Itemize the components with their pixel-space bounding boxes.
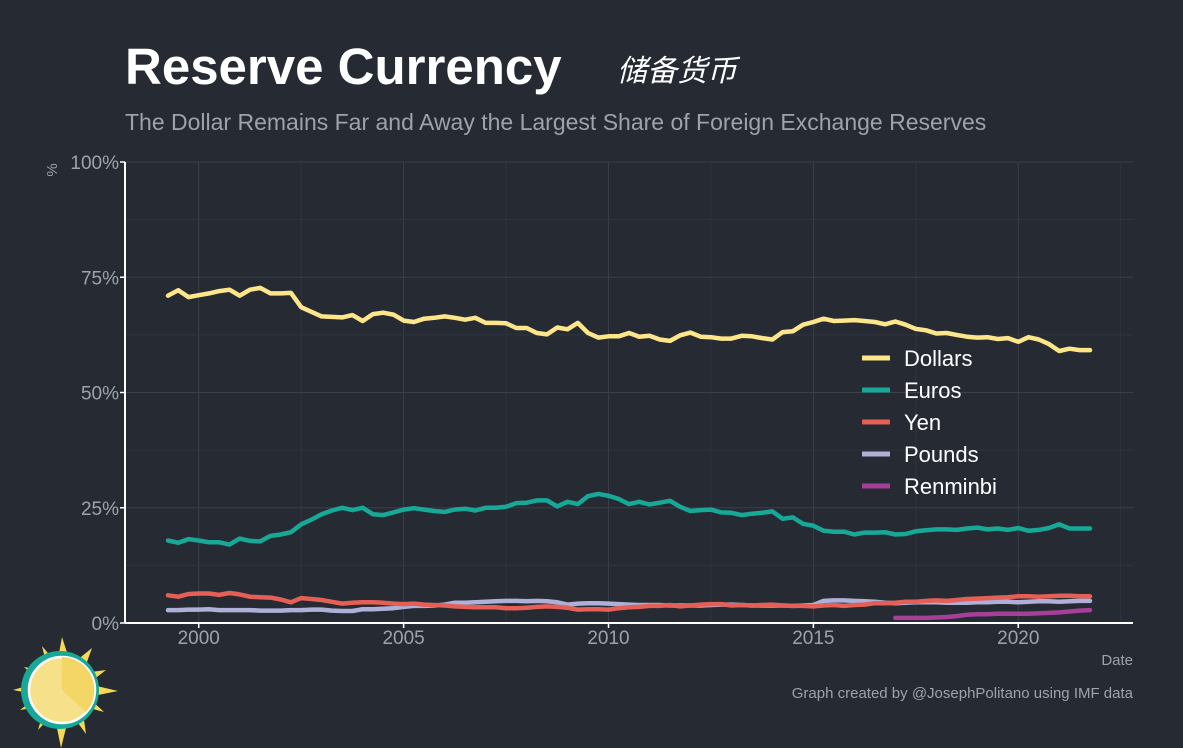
legend-label-euros: Euros xyxy=(904,378,961,403)
caption: Graph created by @JosephPolitano using I… xyxy=(792,685,1134,702)
y-tick-label: 75% xyxy=(81,268,119,289)
x-tick-label: 2000 xyxy=(178,628,220,649)
series-line-renminbi xyxy=(893,607,1093,621)
y-tick-label: 25% xyxy=(81,499,119,520)
chart-subtitle: The Dollar Remains Far and Away the Larg… xyxy=(125,109,986,135)
series-line-euros xyxy=(165,491,1093,547)
legend-label-pounds: Pounds xyxy=(904,442,979,467)
y-tick-label: 0% xyxy=(92,614,120,635)
x-tick-label: 2020 xyxy=(997,628,1039,649)
chart-title-cn: 储备货币 xyxy=(617,54,741,89)
series-lines xyxy=(165,285,1093,621)
x-tick-label: 2015 xyxy=(792,628,834,649)
series-line-yen xyxy=(165,590,1093,612)
sun-logo-icon xyxy=(13,637,118,748)
legend-label-renminbi: Renminbi xyxy=(904,474,997,499)
grid xyxy=(125,161,1133,624)
legend-label-yen: Yen xyxy=(904,410,941,435)
y-tick-label: 100% xyxy=(70,153,119,174)
chart-title: Reserve Currency xyxy=(125,38,562,95)
y-axis-title: % xyxy=(44,163,61,176)
series-line-dollars xyxy=(165,285,1093,354)
legend-label-dollars: Dollars xyxy=(904,346,972,371)
y-tick-label: 50% xyxy=(81,384,119,405)
x-tick-label: 2010 xyxy=(587,628,629,649)
x-tick-label: 2005 xyxy=(382,628,424,649)
x-axis-title: Date xyxy=(1101,652,1133,669)
axes: 0% 25% 50% 75% 100% 2000 2005 2010 2015 2020 xyxy=(70,153,1133,649)
legend: Dollars Euros Yen Pounds Renminbi xyxy=(862,346,997,499)
